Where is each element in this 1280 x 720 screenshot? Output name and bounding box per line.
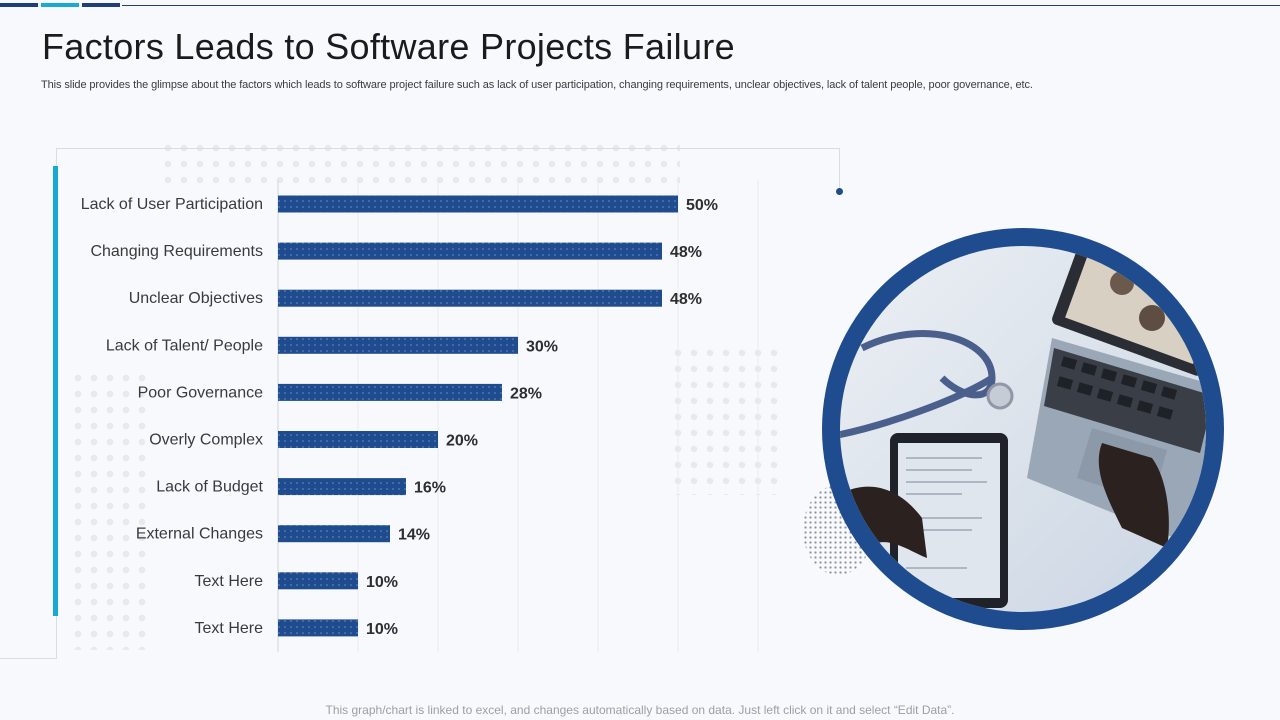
bar-9[interactable] <box>278 572 358 590</box>
bar-5[interactable] <box>278 383 502 401</box>
bar-10[interactable] <box>278 619 358 637</box>
value-label-2: 48% <box>670 244 702 261</box>
value-label-3: 48% <box>670 291 702 308</box>
bar-4[interactable] <box>278 336 518 354</box>
category-label-2: Changing Requirements <box>90 243 263 260</box>
category-label-8: External Changes <box>136 526 263 543</box>
slide-subtitle: This slide provides the glimpse about th… <box>41 79 1033 91</box>
category-label-3: Unclear Objectives <box>129 290 263 307</box>
value-label-8: 14% <box>398 527 430 544</box>
frame-line-top <box>56 148 839 149</box>
value-label-7: 16% <box>414 480 446 497</box>
left-accent-bar <box>53 166 58 616</box>
bar-7[interactable] <box>278 478 406 496</box>
slide-title: Factors Leads to Software Projects Failu… <box>42 26 735 67</box>
frame-line-bottom <box>0 658 57 659</box>
category-label-7: Lack of Budget <box>156 479 263 496</box>
category-label-4: Lack of Talent/ People <box>106 337 263 354</box>
value-label-6: 20% <box>446 433 478 450</box>
bar-3[interactable] <box>278 289 662 307</box>
top-accent-segment-3 <box>82 3 120 7</box>
background-dot-pattern-left <box>70 370 150 650</box>
category-label-10: Text Here <box>195 620 264 637</box>
value-label-4: 30% <box>526 338 558 355</box>
top-rule-line <box>122 5 1280 6</box>
bar-2[interactable] <box>278 242 662 260</box>
bar-1[interactable] <box>278 195 678 213</box>
bar-8[interactable] <box>278 525 390 543</box>
top-accent-segment-2 <box>41 3 79 7</box>
value-label-10: 10% <box>366 621 398 638</box>
background-dot-pattern-middle <box>670 345 780 495</box>
value-label-5: 28% <box>510 385 542 402</box>
category-label-9: Text Here <box>195 573 264 590</box>
top-accent-segment-1 <box>0 3 38 7</box>
category-label-6: Overly Complex <box>149 432 263 449</box>
value-label-9: 10% <box>366 574 398 591</box>
category-label-1: Lack of User Participation <box>81 196 263 213</box>
category-label-5: Poor Governance <box>138 384 264 401</box>
top-accent-bar <box>0 0 1280 8</box>
bar-6[interactable] <box>278 431 438 448</box>
value-label-1: 50% <box>686 197 718 214</box>
frame-line-right <box>839 148 840 190</box>
medical-laptop-photo <box>822 228 1224 630</box>
chart-footnote: This graph/chart is linked to excel, and… <box>325 703 955 717</box>
frame-end-dot <box>836 188 843 195</box>
